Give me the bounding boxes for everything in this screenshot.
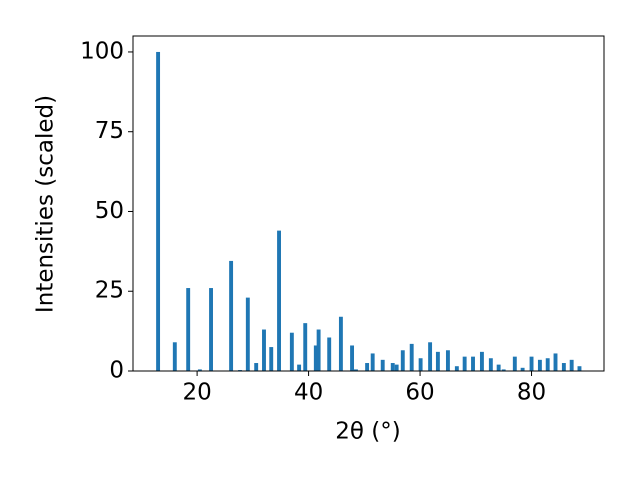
bar: [197, 369, 202, 371]
bar: [172, 342, 177, 371]
bar: [316, 329, 321, 371]
bar: [445, 350, 450, 371]
bar: [370, 353, 375, 371]
x-tick-label: 40: [294, 380, 323, 406]
x-axis-label: 2θ (°): [335, 419, 400, 445]
bar: [553, 353, 558, 371]
y-tick-label: 0: [109, 358, 124, 384]
bar: [512, 356, 517, 371]
bar: [479, 351, 484, 371]
bar: [277, 230, 281, 371]
y-tick-label: 75: [95, 118, 124, 144]
bar: [488, 358, 493, 371]
bar: [394, 364, 399, 371]
x-tick-label: 60: [405, 380, 434, 406]
bar: [428, 342, 433, 371]
bar: [254, 363, 259, 371]
bar: [354, 369, 358, 371]
bar: [156, 51, 161, 371]
bar: [262, 329, 266, 371]
bar: [529, 356, 534, 371]
bar: [454, 366, 459, 371]
bar: [313, 345, 318, 371]
bar: [496, 364, 501, 371]
x-tick-label: 20: [182, 380, 211, 406]
bar: [327, 337, 332, 371]
bar: [418, 358, 423, 371]
bar: [365, 363, 370, 371]
bar: [501, 369, 506, 371]
bar: [577, 366, 582, 371]
bar: [303, 323, 308, 371]
bar: [409, 343, 414, 371]
plot-frame: [132, 35, 605, 372]
bar: [186, 288, 191, 371]
bar: [209, 288, 213, 371]
bar: [537, 359, 542, 371]
y-tick-label: 100: [80, 38, 124, 64]
bar: [350, 345, 355, 371]
bar: [462, 356, 467, 371]
bar: [269, 347, 274, 371]
bar: [289, 332, 294, 371]
bar: [297, 364, 302, 371]
x-tick-label: 80: [517, 380, 546, 406]
bar: [338, 316, 343, 371]
bar: [380, 359, 385, 371]
y-tick-label: 25: [95, 278, 124, 304]
bar: [245, 297, 250, 371]
bar: [520, 367, 525, 371]
bar: [569, 359, 574, 371]
bar: [471, 356, 475, 371]
bar: [229, 260, 234, 371]
y-axis-label: Intensities (scaled): [33, 95, 59, 313]
y-tick-label: 50: [95, 198, 124, 224]
bar: [561, 363, 566, 371]
bar: [545, 358, 550, 371]
bar: [390, 363, 395, 371]
bar: [400, 350, 405, 371]
bar: [435, 351, 440, 371]
